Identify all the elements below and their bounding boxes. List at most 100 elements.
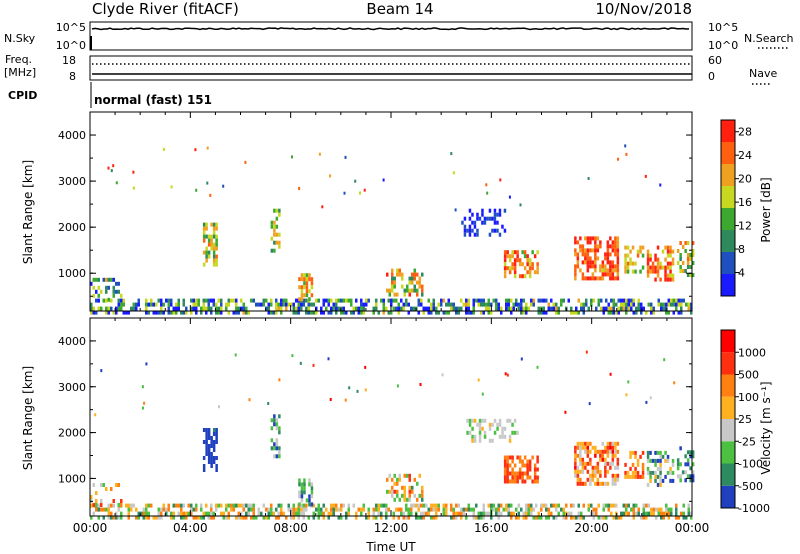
- data-cell: [493, 212, 497, 217]
- data-cell: [240, 515, 243, 520]
- data-cell: [589, 260, 592, 265]
- data-cell: [626, 269, 630, 274]
- data-cell: [480, 511, 483, 516]
- data-cell: [579, 248, 582, 253]
- data-cell: [391, 489, 394, 494]
- data-cell: [664, 458, 667, 463]
- data-cell: [609, 268, 612, 273]
- data-cell: [413, 284, 416, 289]
- data-cell: [508, 258, 512, 263]
- data-cell: [606, 260, 610, 265]
- data-cell: [631, 245, 635, 250]
- data-cell: [478, 418, 482, 423]
- data-cell: [455, 306, 458, 311]
- data-cell: [275, 515, 278, 520]
- data-cell: [419, 383, 422, 386]
- data-cell: [450, 507, 453, 512]
- x-axis-label: Time UT: [365, 540, 416, 554]
- data-cell: [650, 310, 653, 315]
- data-cell: [365, 515, 368, 520]
- data-cell: [413, 276, 416, 281]
- data-cell: [671, 273, 675, 278]
- data-cell: [581, 441, 585, 446]
- data-cell: [590, 503, 593, 508]
- data-cell: [265, 306, 268, 311]
- data-cell: [227, 503, 230, 508]
- data-cell: [212, 298, 215, 303]
- data-cell: [672, 302, 675, 307]
- data-cell: [215, 242, 218, 247]
- data-cell: [382, 178, 385, 182]
- data-cell: [290, 507, 293, 512]
- data-cell: [335, 298, 338, 303]
- data-cell: [292, 302, 295, 307]
- data-cell: [115, 515, 118, 520]
- data-cell: [157, 298, 160, 303]
- data-cell: [375, 515, 378, 520]
- data-cell: [686, 253, 690, 257]
- data-cell: [616, 248, 620, 253]
- data-cell: [599, 449, 602, 454]
- data-cell: [498, 208, 502, 213]
- data-cell: [670, 511, 673, 516]
- colorbar-segment: [721, 441, 735, 464]
- data-cell: [291, 354, 294, 358]
- data-cell: [230, 298, 233, 303]
- data-cell: [270, 302, 273, 307]
- data-cell: [659, 261, 662, 266]
- data-cell: [157, 515, 160, 520]
- data-cell: [535, 503, 538, 508]
- data-cell: [212, 428, 216, 432]
- data-cell: [432, 298, 435, 303]
- data-cell: [574, 449, 577, 454]
- data-cell: [300, 486, 304, 491]
- data-cell: [687, 306, 690, 311]
- data-cell: [584, 276, 587, 281]
- data-cell: [278, 232, 281, 237]
- data-cell: [682, 298, 685, 303]
- nsky-right-tick-top: 10^5: [708, 21, 738, 34]
- data-cell: [270, 511, 273, 516]
- data-cell: [632, 511, 635, 516]
- data-cell: [360, 298, 363, 303]
- data-cell: [402, 515, 405, 520]
- data-cell: [207, 428, 211, 432]
- data-cell: [472, 511, 475, 516]
- data-cell: [511, 475, 514, 480]
- data-cell: [615, 503, 618, 508]
- data-cell: [481, 208, 484, 213]
- data-cell: [117, 306, 120, 311]
- data-cell: [425, 511, 428, 516]
- data-cell: [501, 434, 504, 439]
- y-tick-label: 3000: [58, 381, 86, 394]
- data-cell: [107, 310, 110, 315]
- data-cell: [190, 306, 193, 311]
- data-cell: [97, 306, 100, 311]
- data-cell: [303, 281, 306, 286]
- data-cell: [639, 454, 642, 459]
- data-cell: [90, 495, 93, 499]
- data-cell: [620, 302, 623, 307]
- data-cell: [576, 481, 580, 486]
- colorbar-segment: [721, 120, 735, 142]
- data-cell: [205, 448, 208, 452]
- data-cell: [278, 378, 281, 382]
- data-cell: [626, 253, 630, 258]
- data-cell: [562, 507, 565, 512]
- data-cell: [516, 455, 519, 460]
- data-cell: [550, 503, 553, 508]
- data-cell: [506, 254, 509, 259]
- data-cell: [669, 277, 672, 282]
- data-cell: [607, 507, 610, 512]
- data-cell: [646, 454, 650, 459]
- data-cell: [207, 460, 211, 464]
- data-cell: [691, 249, 695, 253]
- data-cell: [492, 507, 495, 512]
- data-cell: [312, 515, 315, 520]
- data-cell: [303, 293, 306, 298]
- data-cell: [604, 264, 607, 269]
- data-cell: [115, 281, 118, 286]
- data-cell: [562, 515, 565, 520]
- data-cell: [669, 249, 672, 254]
- data-cell: [120, 302, 123, 307]
